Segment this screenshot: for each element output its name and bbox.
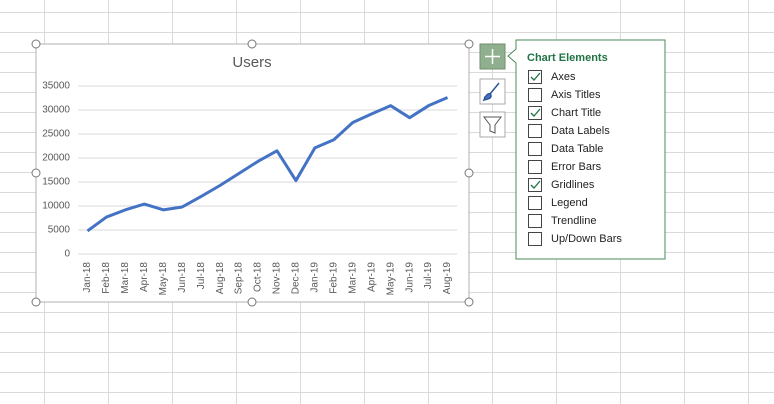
handle[interactable] bbox=[31, 297, 41, 307]
y-tick-label: 20000 bbox=[42, 153, 70, 164]
y-tick-label: 35000 bbox=[42, 81, 70, 92]
element-label[interactable]: Data Table bbox=[551, 143, 603, 155]
x-tick-label: Feb-18 bbox=[101, 262, 112, 294]
x-tick-label: Jan-19 bbox=[310, 262, 321, 293]
x-tick-label: Aug-18 bbox=[215, 262, 226, 295]
element-label[interactable]: Chart Title bbox=[551, 107, 601, 119]
x-tick-label: Jul-18 bbox=[196, 262, 207, 290]
x-tick-label: Dec-18 bbox=[291, 262, 302, 295]
checkbox[interactable] bbox=[528, 232, 542, 246]
chart-title: Users bbox=[232, 54, 271, 71]
x-tick-label: Jan-18 bbox=[82, 262, 93, 293]
checkbox[interactable] bbox=[528, 196, 542, 210]
element-label[interactable]: Trendline bbox=[551, 215, 596, 227]
y-tick-label: 15000 bbox=[42, 177, 70, 188]
checkbox[interactable] bbox=[528, 124, 542, 138]
element-label[interactable]: Axis Titles bbox=[551, 89, 601, 101]
element-label[interactable]: Legend bbox=[551, 197, 588, 209]
element-label[interactable]: Axes bbox=[551, 71, 576, 83]
handle[interactable] bbox=[464, 297, 474, 307]
y-tick-label: 0 bbox=[64, 249, 70, 260]
filter-icon bbox=[483, 116, 502, 134]
handle[interactable] bbox=[31, 168, 41, 178]
checkbox[interactable] bbox=[528, 70, 542, 84]
x-tick-label: Apr-18 bbox=[139, 262, 150, 292]
data-line bbox=[86, 96, 449, 233]
element-label[interactable]: Data Labels bbox=[551, 125, 610, 137]
checkbox[interactable] bbox=[528, 178, 542, 192]
checkbox[interactable] bbox=[528, 142, 542, 156]
y-tick-label: 5000 bbox=[48, 225, 71, 236]
x-tick-label: Aug-19 bbox=[442, 262, 453, 295]
plus-icon bbox=[485, 49, 500, 64]
plot-area: 0 5000 10000 15000 20000 25000 30000 35000 Jan-1… bbox=[42, 81, 457, 296]
resize-handles bbox=[31, 39, 474, 307]
chart-frame[interactable] bbox=[35, 43, 470, 303]
handle[interactable] bbox=[31, 39, 41, 49]
x-tick-label: Jul-19 bbox=[423, 262, 434, 290]
checkmark bbox=[530, 72, 541, 81]
x-tick-label: Mar-19 bbox=[347, 262, 358, 294]
panel-title: Chart Elements bbox=[527, 52, 608, 64]
x-tick-label: Jun-18 bbox=[177, 262, 188, 293]
x-tick-label: May-19 bbox=[385, 262, 396, 296]
element-list: Axes Axis Titles Chart Title Data Labels Dat… bbox=[528, 70, 622, 246]
handle[interactable] bbox=[247, 297, 257, 307]
brush-icon bbox=[482, 82, 500, 102]
chart-filters-button[interactable] bbox=[479, 111, 506, 138]
handle[interactable] bbox=[464, 168, 474, 178]
x-tick-label: Mar-18 bbox=[120, 262, 131, 294]
y-tick-label: 25000 bbox=[42, 129, 70, 140]
x-tick-label: Feb-19 bbox=[328, 262, 339, 294]
handle[interactable] bbox=[464, 39, 474, 49]
x-tick-label: Nov-18 bbox=[272, 262, 283, 295]
element-label[interactable]: Error Bars bbox=[551, 161, 602, 173]
x-tick-label: Sep-18 bbox=[234, 262, 245, 295]
x-tick-label: Oct-18 bbox=[253, 262, 264, 292]
handle[interactable] bbox=[247, 39, 257, 49]
x-tick-label: May-18 bbox=[158, 262, 169, 296]
checkmark bbox=[530, 180, 541, 189]
checkbox[interactable] bbox=[528, 106, 542, 120]
y-tick-label: 10000 bbox=[42, 201, 70, 212]
checkbox[interactable] bbox=[528, 88, 542, 102]
y-tick-label: 30000 bbox=[42, 105, 70, 116]
x-tick-label: Apr-19 bbox=[366, 262, 377, 292]
element-label[interactable]: Up/Down Bars bbox=[551, 233, 622, 245]
chart-elements-panel bbox=[507, 39, 666, 260]
x-tick-label: Jun-19 bbox=[404, 262, 415, 293]
checkbox[interactable] bbox=[528, 160, 542, 174]
checkmark bbox=[530, 108, 541, 117]
checkbox[interactable] bbox=[528, 214, 542, 228]
element-label[interactable]: Gridlines bbox=[551, 179, 595, 191]
